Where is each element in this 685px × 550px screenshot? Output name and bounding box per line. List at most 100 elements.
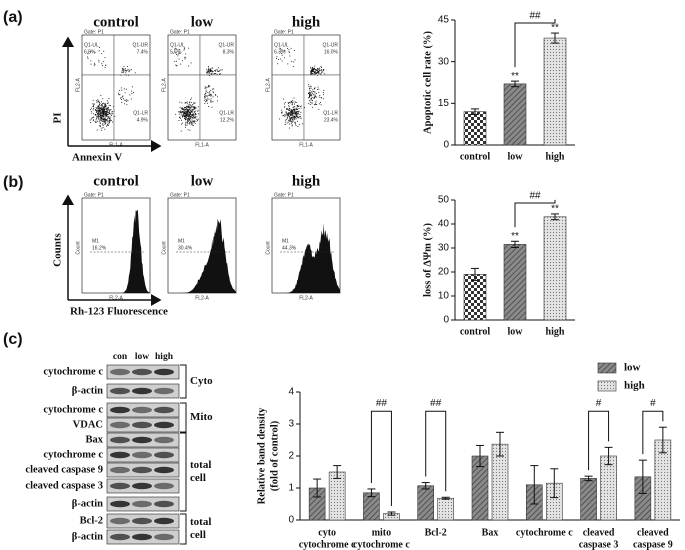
dot (205, 90, 207, 92)
dot (100, 109, 102, 111)
dot (181, 102, 183, 104)
dot (187, 123, 189, 125)
dot (318, 108, 320, 110)
dot (313, 95, 315, 97)
dot (95, 107, 97, 109)
dot (178, 52, 180, 54)
dot (105, 106, 107, 108)
dot (206, 95, 208, 97)
dot (315, 100, 317, 102)
dot (317, 74, 318, 76)
dot (208, 105, 209, 107)
dot (197, 106, 199, 108)
dot (177, 53, 179, 55)
dot (284, 121, 286, 123)
dot (98, 125, 100, 127)
dot (290, 101, 292, 103)
dot (182, 107, 183, 109)
dot (102, 116, 104, 118)
dot (297, 104, 299, 106)
gate-label: Gate: P1 (170, 192, 190, 198)
dot (284, 50, 286, 52)
dot (323, 69, 325, 71)
dot (190, 121, 192, 123)
dot (309, 100, 310, 102)
dot (182, 113, 184, 115)
dot (103, 113, 105, 115)
dot (295, 114, 297, 116)
dot (102, 103, 104, 104)
dot (188, 116, 190, 118)
dot (208, 94, 210, 96)
dot (313, 70, 315, 72)
dot (180, 119, 182, 121)
dot (110, 109, 112, 110)
dot (123, 65, 125, 67)
dot (288, 106, 290, 108)
dot (206, 99, 208, 101)
dot (320, 102, 321, 103)
y-tick-label: 50 (438, 195, 450, 206)
dot (102, 98, 104, 100)
dot (111, 111, 113, 113)
dot (211, 106, 213, 108)
dot (298, 123, 300, 125)
dot (192, 112, 194, 114)
dot (107, 102, 109, 104)
dot (298, 111, 300, 113)
channel-label: FL2-A (75, 78, 81, 92)
dot (120, 87, 122, 89)
dot (98, 61, 100, 63)
y-tick-label: 45 (438, 15, 450, 26)
dot (208, 98, 210, 100)
dot (103, 112, 105, 114)
dot (310, 87, 312, 89)
y-tick-label: 10 (438, 291, 450, 302)
plot-title: high (292, 173, 321, 189)
dot (122, 67, 124, 69)
x-tick-label: caspase 9 (633, 539, 673, 550)
legend-swatch (597, 380, 617, 392)
bar (600, 455, 617, 521)
dot (292, 118, 294, 120)
dot (92, 103, 94, 105)
dot (312, 70, 314, 72)
dot (204, 99, 206, 101)
y-axis-title: loss of ΔΨm (%) (422, 223, 433, 297)
dot (313, 68, 315, 70)
dot (190, 113, 191, 114)
dot (291, 114, 293, 116)
dot (311, 96, 313, 98)
dot (195, 113, 196, 114)
dot (93, 64, 95, 66)
blot-band (154, 533, 174, 541)
dot (317, 68, 319, 70)
dot (191, 109, 193, 111)
dot (100, 117, 101, 119)
dot (194, 112, 196, 114)
quadrant-percent: 8.3% (223, 49, 235, 55)
dot (104, 57, 106, 59)
dot (107, 108, 109, 110)
dot (310, 71, 312, 73)
dot (123, 69, 125, 71)
dot (311, 70, 313, 72)
dot (186, 118, 188, 120)
dot (210, 95, 212, 97)
dot (208, 92, 210, 94)
dot (291, 125, 293, 127)
dot (125, 88, 127, 90)
dot (105, 112, 107, 114)
dot (184, 107, 186, 109)
comparison-bracket (514, 19, 556, 68)
dot (103, 50, 105, 52)
dot (314, 70, 316, 72)
dot (190, 113, 191, 115)
dot (104, 103, 106, 105)
dot (284, 103, 286, 105)
dot (185, 53, 187, 55)
dot (293, 97, 295, 99)
dot (125, 72, 127, 74)
dot (99, 111, 101, 112)
dot (99, 103, 100, 105)
